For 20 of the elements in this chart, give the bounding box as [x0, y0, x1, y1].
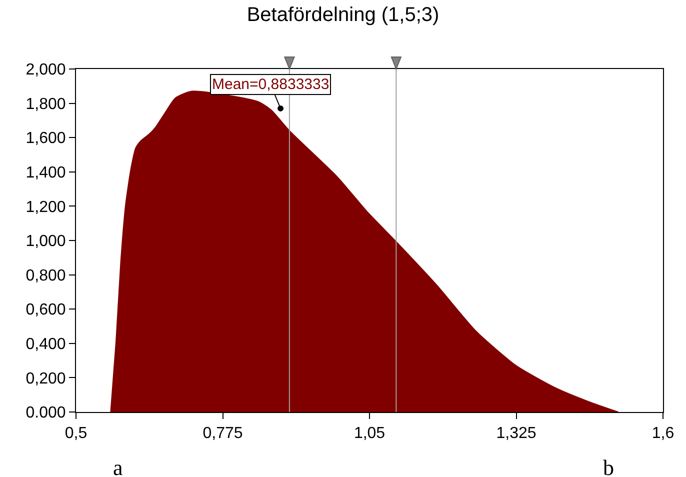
x-tick-label: 0,775	[202, 425, 243, 442]
y-tick-label: 1,000	[26, 233, 66, 250]
x-tick-label: 1,6	[652, 425, 674, 442]
y-tick-label: 0,600	[26, 302, 66, 319]
annotation: Mean=0,8833333	[212, 76, 330, 93]
x-tick-label: 0,5	[64, 425, 88, 442]
y-tick-label: 1,800	[26, 96, 66, 113]
y-tick-label: 1,400	[26, 164, 66, 182]
x-tick-label: 1,325	[496, 425, 536, 442]
x-tick-label: 1,05	[354, 425, 386, 442]
text: a	[113, 455, 123, 477]
y-tick-label: 0.000	[26, 404, 66, 422]
y-tick-label: 0,200	[26, 370, 66, 388]
y-tick-label: 2,000	[26, 62, 66, 79]
y-tick-label: 1,200	[26, 198, 66, 216]
y-tick-label: 0,800	[26, 267, 66, 284]
y-tick-label: 1,600	[26, 130, 66, 148]
y-tick-label: 0,400	[26, 336, 66, 353]
text: b	[603, 455, 614, 477]
chart-title: Betafördelning (1,5;3)	[246, 4, 440, 26]
